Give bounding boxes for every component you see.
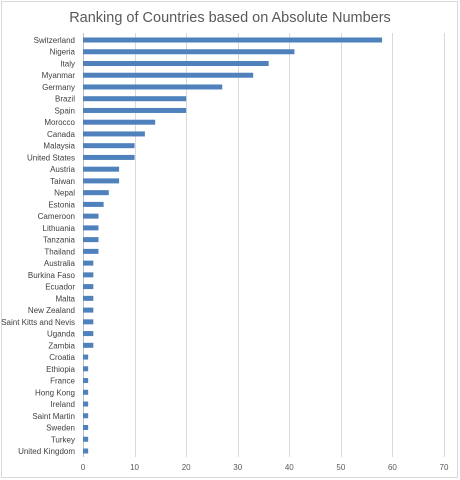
category-label: Australia xyxy=(44,259,76,268)
bar xyxy=(83,295,94,301)
bar xyxy=(83,448,89,454)
bar xyxy=(83,213,99,219)
bar xyxy=(83,143,135,149)
bar xyxy=(83,131,145,137)
bar xyxy=(83,331,94,337)
x-tick-label: 40 xyxy=(285,463,294,472)
bar xyxy=(83,354,89,360)
bar xyxy=(83,248,99,254)
category-label: Taiwan xyxy=(50,177,75,186)
bar xyxy=(83,107,187,113)
category-label: France xyxy=(50,377,75,386)
category-label: Zambia xyxy=(48,341,75,350)
bars xyxy=(83,37,383,454)
x-tick-label: 10 xyxy=(130,463,139,472)
category-label: Ecuador xyxy=(45,283,75,292)
bar xyxy=(83,119,156,125)
bar xyxy=(83,378,89,384)
bar xyxy=(83,425,89,431)
category-label: Italy xyxy=(60,59,75,68)
category-label: Malaysia xyxy=(43,142,75,151)
bar xyxy=(83,166,120,172)
category-label: Lithuania xyxy=(43,224,76,233)
x-tick-label: 60 xyxy=(388,463,397,472)
bar xyxy=(83,401,89,407)
bar xyxy=(83,49,295,55)
category-label: Estonia xyxy=(48,200,75,209)
bar xyxy=(83,84,223,90)
category-label: Tanzania xyxy=(43,236,76,245)
category-label: United States xyxy=(27,153,75,162)
bar xyxy=(83,190,109,196)
bar xyxy=(83,366,89,372)
category-label: Saint Kitts and Nevis xyxy=(1,318,75,327)
category-label: Nigeria xyxy=(50,48,76,57)
category-label: Thailand xyxy=(44,247,75,256)
bar xyxy=(83,72,254,78)
bar xyxy=(83,342,94,348)
bar xyxy=(83,154,135,160)
bar xyxy=(83,37,383,43)
x-tick-label: 0 xyxy=(81,463,86,472)
category-label: Burkina Faso xyxy=(28,271,76,280)
bar xyxy=(83,260,94,266)
category-label: Myanmar xyxy=(42,71,76,80)
x-tick-label: 20 xyxy=(182,463,191,472)
category-label: Canada xyxy=(47,130,76,139)
bar xyxy=(83,389,89,395)
bar xyxy=(83,201,104,207)
category-label: Croatia xyxy=(49,353,75,362)
category-label: Ireland xyxy=(51,400,75,409)
gridlines xyxy=(83,33,445,457)
category-label: Germany xyxy=(42,83,75,92)
category-label: United Kingdom xyxy=(18,447,75,456)
chart-title: Ranking of Countries based on Absolute N… xyxy=(69,10,391,26)
x-tick-labels: 0 10 20 30 40 50 60 70 xyxy=(81,463,449,472)
bar xyxy=(83,413,89,419)
bar xyxy=(83,272,94,278)
x-tick-label: 30 xyxy=(233,463,242,472)
bar xyxy=(83,436,89,442)
category-labels: Switzerland Nigeria Italy Myanmar Germany Bra… xyxy=(1,36,75,456)
bar xyxy=(83,96,187,102)
category-label: Morocco xyxy=(44,118,75,127)
bar xyxy=(83,284,94,290)
category-label: Ethiopia xyxy=(46,365,75,374)
category-label: Spain xyxy=(55,106,75,115)
bar xyxy=(83,237,99,243)
bar xyxy=(83,319,94,325)
category-label: Sweden xyxy=(46,424,75,433)
category-label: New Zealand xyxy=(28,306,75,315)
category-label: Uganda xyxy=(47,330,76,339)
category-label: Turkey xyxy=(51,435,75,444)
bar xyxy=(83,225,99,231)
category-label: Nepal xyxy=(54,189,75,198)
category-label: Switzerland xyxy=(34,36,75,45)
category-label: Malta xyxy=(55,294,75,303)
bar xyxy=(83,60,269,66)
category-label: Hong Kong xyxy=(35,388,75,397)
category-label: Saint Martin xyxy=(32,412,75,421)
bar xyxy=(83,307,94,313)
x-tick-label: 70 xyxy=(440,463,449,472)
category-label: Cameroon xyxy=(38,212,75,221)
bar xyxy=(83,178,120,184)
category-label: Austria xyxy=(50,165,75,174)
x-tick-label: 50 xyxy=(336,463,345,472)
category-label: Brazil xyxy=(55,95,75,104)
